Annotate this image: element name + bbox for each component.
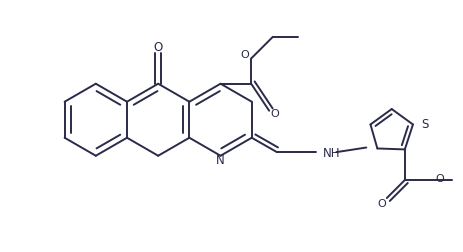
Text: N: N [216, 153, 225, 166]
Text: O: O [240, 50, 249, 60]
Text: O: O [435, 173, 444, 183]
Text: O: O [270, 109, 278, 118]
Text: O: O [153, 41, 163, 53]
Text: S: S [420, 118, 428, 131]
Text: O: O [377, 198, 386, 208]
Text: NH: NH [322, 146, 339, 159]
